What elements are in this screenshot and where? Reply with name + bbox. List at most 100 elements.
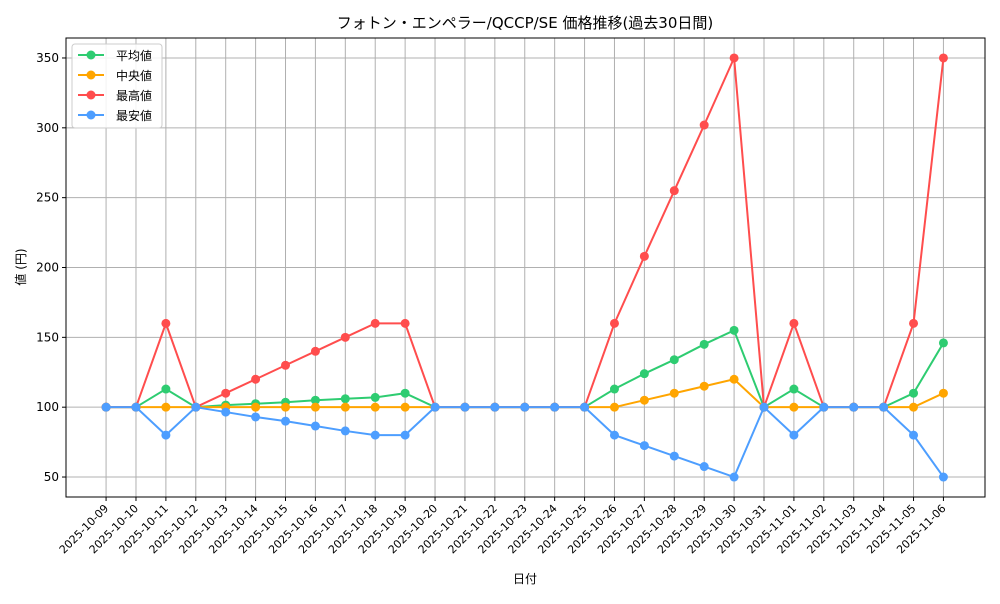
- data-point: [460, 402, 470, 412]
- data-point: [221, 388, 231, 398]
- data-point: [609, 318, 619, 328]
- data-point: [370, 318, 380, 328]
- legend-marker: [86, 70, 96, 80]
- y-tick-label: 300: [36, 121, 59, 135]
- data-point: [938, 388, 948, 398]
- data-point: [281, 360, 291, 370]
- data-point: [161, 402, 171, 412]
- legend-label: 平均値: [116, 48, 152, 63]
- data-point: [639, 251, 649, 261]
- chart-title: フォトン・エンペラー/QCCP/SE 価格推移(過去30日間): [337, 14, 713, 32]
- data-point: [669, 186, 679, 196]
- data-point: [340, 402, 350, 412]
- data-point: [789, 402, 799, 412]
- data-point: [729, 325, 739, 335]
- data-point: [909, 402, 919, 412]
- data-point: [789, 318, 799, 328]
- legend-label: 最安値: [116, 108, 152, 123]
- y-axis: 50 100 150 200 250 300 350: [36, 51, 66, 484]
- data-point: [281, 402, 291, 412]
- legend-label: 最高値: [116, 88, 152, 103]
- data-point: [370, 392, 380, 402]
- data-point: [340, 394, 350, 404]
- grid: [66, 38, 985, 497]
- data-point: [191, 402, 201, 412]
- data-point: [281, 416, 291, 426]
- data-point: [639, 441, 649, 451]
- legend-box: [71, 43, 163, 129]
- data-point: [310, 395, 320, 405]
- data-point: [789, 430, 799, 440]
- data-point: [609, 384, 619, 394]
- series-3: [101, 402, 948, 482]
- data-point: [251, 412, 261, 422]
- data-point: [161, 318, 171, 328]
- legend-item: 中央値: [78, 68, 152, 83]
- data-point: [669, 388, 679, 398]
- data-point: [400, 318, 410, 328]
- data-point: [729, 374, 739, 384]
- data-point: [609, 430, 619, 440]
- y-tick-label: 200: [36, 261, 59, 275]
- series-layer: [101, 53, 948, 482]
- y-tick-label: 350: [36, 51, 59, 65]
- x-axis-label: 日付: [513, 572, 537, 586]
- data-point: [310, 421, 320, 431]
- data-point: [609, 402, 619, 412]
- data-point: [789, 384, 799, 394]
- data-point: [370, 402, 380, 412]
- data-point: [370, 430, 380, 440]
- legend-marker: [86, 110, 96, 120]
- data-point: [909, 388, 919, 398]
- data-point: [580, 402, 590, 412]
- data-point: [879, 402, 889, 412]
- y-tick-label: 50: [44, 470, 59, 484]
- data-point: [430, 402, 440, 412]
- data-point: [221, 407, 231, 417]
- data-point: [161, 384, 171, 394]
- data-point: [938, 53, 948, 63]
- data-point: [310, 346, 320, 356]
- data-point: [699, 120, 709, 130]
- data-point: [699, 339, 709, 349]
- y-axis-label: 値 (円): [13, 248, 28, 285]
- data-point: [340, 426, 350, 436]
- x-axis: 2025-10-092025-10-102025-10-112025-10-12…: [57, 497, 949, 556]
- data-point: [938, 338, 948, 348]
- legend-label: 中央値: [116, 68, 152, 83]
- data-point: [400, 388, 410, 398]
- data-point: [340, 332, 350, 342]
- legend-item: 最安値: [78, 108, 152, 123]
- data-point: [699, 462, 709, 472]
- data-point: [310, 402, 320, 412]
- data-point: [161, 430, 171, 440]
- data-point: [729, 472, 739, 482]
- data-point: [909, 318, 919, 328]
- data-point: [639, 395, 649, 405]
- data-point: [131, 402, 141, 412]
- data-point: [400, 402, 410, 412]
- data-point: [490, 402, 500, 412]
- data-point: [938, 472, 948, 482]
- legend-marker: [86, 90, 96, 100]
- y-tick-label: 150: [36, 330, 59, 344]
- data-point: [849, 402, 859, 412]
- data-point: [251, 374, 261, 384]
- data-point: [669, 451, 679, 461]
- data-point: [759, 402, 769, 412]
- data-point: [400, 430, 410, 440]
- data-point: [520, 402, 530, 412]
- legend-marker: [86, 50, 96, 60]
- data-point: [251, 402, 261, 412]
- legend-item: 平均値: [78, 48, 152, 63]
- data-point: [550, 402, 560, 412]
- data-point: [669, 355, 679, 365]
- data-point: [729, 53, 739, 63]
- y-tick-label: 250: [36, 191, 59, 205]
- data-point: [909, 430, 919, 440]
- legend-item: 最高値: [78, 88, 152, 103]
- y-tick-label: 100: [36, 400, 59, 414]
- data-point: [639, 369, 649, 379]
